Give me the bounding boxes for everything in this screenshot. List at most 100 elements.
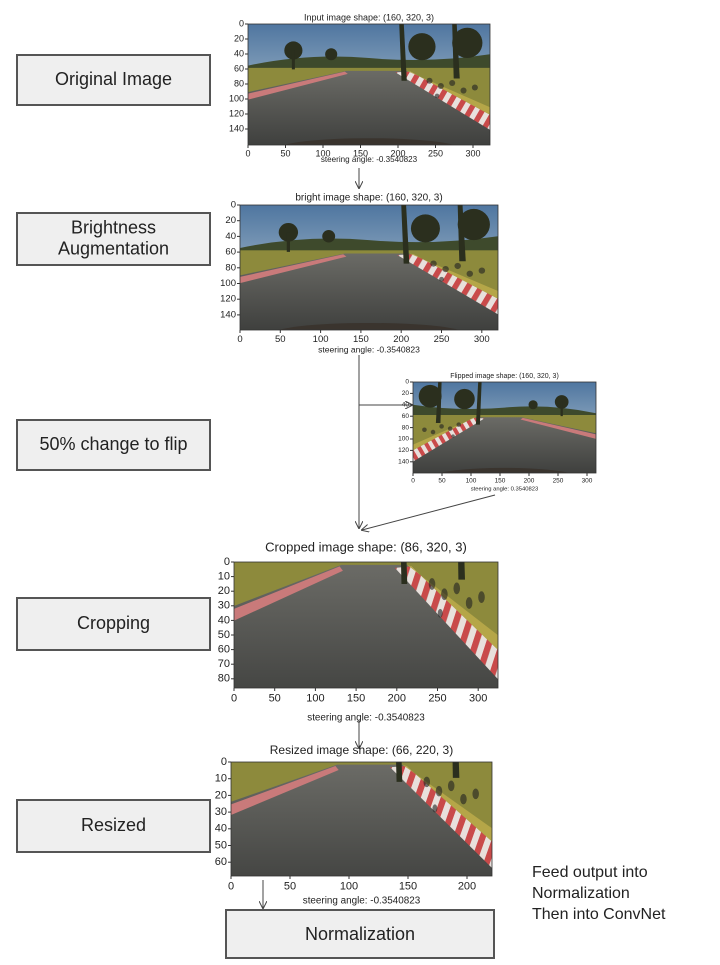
step-box [16, 419, 211, 471]
step-box [16, 212, 211, 266]
y-tick-label: 40 [225, 231, 236, 242]
image-caption: steering angle: -0.3540823 [318, 344, 420, 354]
x-tick-label: 100 [306, 693, 324, 705]
y-tick-label: 0 [221, 756, 227, 768]
x-tick-label: 300 [474, 334, 490, 345]
road-image [413, 382, 596, 473]
x-tick-label: 0 [245, 149, 250, 159]
image-title: Resized image shape: (66, 220, 3) [270, 743, 453, 757]
x-tick-label: 150 [399, 881, 417, 893]
y-tick-label: 0 [224, 556, 230, 568]
x-tick-label: 50 [280, 149, 290, 159]
y-tick-label: 20 [234, 33, 244, 43]
x-tick-label: 250 [434, 334, 450, 345]
y-tick-label: 100 [229, 93, 244, 103]
x-tick-label: 50 [269, 693, 281, 705]
x-tick-label: 50 [284, 881, 296, 893]
y-tick-label: 80 [402, 424, 410, 431]
y-tick-label: 20 [402, 390, 410, 397]
image-panel: bright image shape: (160, 320, 3) 0 50 100 1… [220, 193, 499, 354]
x-tick-label: 50 [275, 334, 286, 345]
x-tick-label: 150 [347, 693, 365, 705]
x-tick-label: 100 [313, 334, 329, 345]
image-frame [233, 561, 499, 689]
x-tick-label: 150 [353, 334, 369, 345]
image-panel: Flipped image shape: (160, 320, 3) 0 50 100… [398, 373, 597, 493]
y-tick-label: 0 [405, 379, 409, 386]
y-tick-label: 0 [239, 18, 244, 28]
image-panel: Cropped image shape: (86, 320, 3) 0 50 100 1… [218, 539, 499, 724]
step-label: 50% change to flip [39, 434, 187, 454]
y-tick-label: 10 [218, 571, 230, 583]
step-label: Augmentation [58, 238, 169, 258]
y-tick-label: 140 [229, 123, 244, 133]
y-tick-label: 20 [215, 789, 227, 801]
arrow [362, 494, 496, 530]
y-tick-label: 0 [231, 200, 236, 211]
y-tick-label: 120 [220, 294, 236, 305]
y-tick-label: 60 [234, 63, 244, 73]
x-tick-label: 100 [466, 477, 477, 484]
y-tick-label: 40 [215, 823, 227, 835]
x-tick-label: 200 [524, 477, 535, 484]
y-tick-label: 80 [218, 673, 230, 685]
y-tick-label: 50 [218, 629, 230, 641]
image-panel: Input image shape: (160, 320, 3) 0 50 100 15… [229, 12, 491, 164]
image-title: bright image shape: (160, 320, 3) [295, 193, 442, 204]
x-tick-label: 300 [465, 149, 480, 159]
note-line: Feed output into [532, 864, 648, 881]
step-box [16, 597, 211, 651]
x-tick-label: 0 [411, 477, 415, 484]
scene [240, 205, 498, 330]
step-label: Resized [81, 815, 146, 835]
y-tick-label: 120 [398, 447, 409, 454]
image-caption: steering angle: 0.3540823 [471, 487, 539, 493]
x-tick-label: 150 [353, 149, 368, 159]
image-caption: steering angle: -0.3540823 [303, 896, 421, 907]
y-tick-label: 100 [220, 278, 236, 289]
image-title: Flipped image shape: (160, 320, 3) [450, 373, 559, 380]
y-tick-label: 60 [215, 856, 227, 868]
final-box [225, 909, 495, 959]
x-tick-label: 150 [495, 477, 506, 484]
note-line: Then into ConvNet [532, 906, 666, 923]
image-caption: steering angle: -0.3540823 [307, 713, 425, 724]
step-box [16, 799, 211, 853]
y-tick-label: 60 [218, 644, 230, 656]
x-tick-label: 250 [428, 149, 443, 159]
step-box [16, 54, 211, 106]
image-title: Cropped image shape: (86, 320, 3) [265, 539, 467, 554]
y-tick-label: 20 [218, 585, 230, 597]
y-tick-label: 60 [402, 413, 410, 420]
image-caption: steering angle: -0.3540823 [321, 155, 418, 164]
y-tick-label: 30 [218, 600, 230, 612]
road-image [240, 205, 498, 330]
x-tick-label: 0 [237, 334, 242, 345]
y-tick-label: 120 [229, 108, 244, 118]
step-label: Original Image [55, 69, 172, 89]
x-tick-label: 200 [390, 149, 405, 159]
y-tick-label: 140 [398, 459, 409, 466]
step-label: Brightness [71, 217, 156, 237]
image-panel: Resized image shape: (66, 220, 3)0 50 100 1… [215, 743, 493, 907]
scene [248, 24, 490, 145]
y-tick-label: 50 [215, 839, 227, 851]
y-tick-label: 40 [218, 614, 230, 626]
y-tick-label: 40 [234, 48, 244, 58]
x-tick-label: 300 [469, 693, 487, 705]
y-tick-label: 70 [218, 658, 230, 670]
x-tick-label: 0 [228, 881, 234, 893]
y-tick-label: 20 [225, 215, 236, 226]
x-tick-label: 200 [458, 881, 476, 893]
final-label: Normalization [305, 924, 415, 944]
x-tick-label: 50 [438, 477, 446, 484]
note: Feed output into Normalization Then into… [532, 864, 666, 923]
step-label: Cropping [77, 613, 150, 633]
note-line: Normalization [532, 885, 630, 902]
x-tick-label: 200 [388, 693, 406, 705]
y-tick-label: 80 [234, 78, 244, 88]
x-tick-label: 250 [428, 693, 446, 705]
x-tick-label: 100 [315, 149, 330, 159]
scene [413, 382, 596, 473]
